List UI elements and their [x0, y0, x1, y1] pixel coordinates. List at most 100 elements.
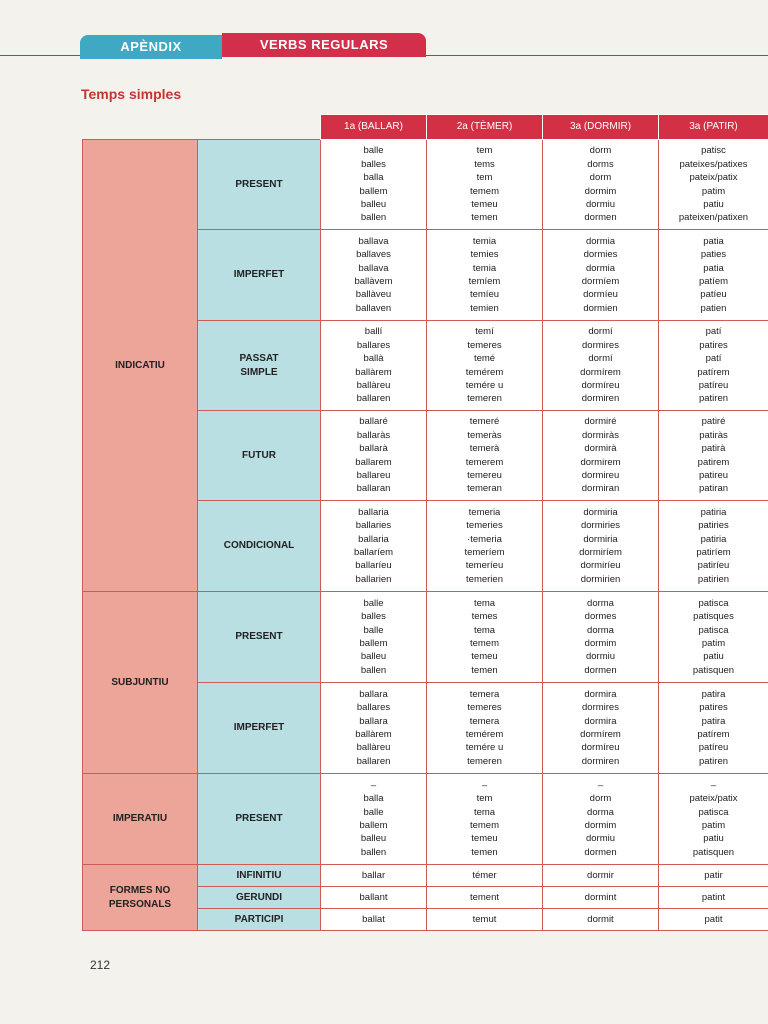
- form-line: pateixen/patixen: [678, 212, 749, 224]
- form-line: dormim: [584, 638, 617, 649]
- form-line: dormen: [584, 846, 617, 858]
- form-line: dormiren: [581, 755, 620, 767]
- form-line: dormiríeu: [580, 560, 621, 572]
- conjugation-cell: – dorm dorma dormim dormiu dormen: [542, 773, 659, 865]
- form-line: dorma: [587, 624, 614, 636]
- form-line: temen: [471, 212, 498, 224]
- form-line: dormirem: [580, 456, 621, 468]
- form-line: temeren: [467, 755, 502, 767]
- conjugation-cell: ballar: [320, 864, 427, 887]
- form-line: patia: [703, 262, 724, 274]
- form-line: pateix/patix: [689, 793, 738, 805]
- form-line: FORMES NO: [109, 885, 171, 897]
- conjugation-cell: ballara ballares ballara ballàrem ballàreu ba…: [320, 682, 427, 774]
- form-line: pateixes/patixes: [679, 158, 748, 170]
- form-line: dormia: [585, 235, 616, 247]
- conjugation-cell: temut: [426, 908, 543, 931]
- form-line: temem: [469, 638, 500, 649]
- form-line: tem: [476, 793, 493, 805]
- form-line: patiries: [698, 520, 729, 532]
- form-line: patirem: [697, 456, 730, 468]
- form-line: temére u: [465, 379, 504, 391]
- form-line: patiren: [698, 393, 729, 405]
- form-line: ballen: [360, 664, 387, 676]
- tab-appendix: APÈNDIX: [80, 35, 222, 59]
- form-line: dormien: [583, 302, 618, 314]
- form-line: patíeu: [700, 289, 727, 301]
- form-line: ballaria: [358, 506, 389, 518]
- conjugation-table: 1a (BALLAR) 2a (TÈMER) 3a (DORMIR) 3a (P…: [82, 114, 768, 931]
- form-line: ballen: [360, 846, 387, 858]
- section-title: Temps simples: [81, 86, 182, 102]
- form-line: ballaré: [359, 416, 388, 428]
- form-line: ballaren: [356, 393, 391, 405]
- form-line: –: [597, 779, 604, 791]
- form-line: tem: [476, 145, 493, 157]
- tab-verbs-regulars: VERBS REGULARS: [222, 33, 426, 57]
- table-row: INDICATIU PRESENT balle balles balla ballem…: [82, 139, 768, 592]
- form-line: dorm: [589, 172, 612, 184]
- conjugation-cell: dorma dormes dorma dormim dormiu dormen: [542, 591, 659, 683]
- form-line: temeries: [466, 520, 503, 532]
- form-line: balle: [363, 624, 384, 636]
- conjugation-cell: dormit: [542, 908, 659, 931]
- form-line: –: [370, 779, 377, 791]
- form-line: patiríem: [696, 547, 731, 558]
- form-line: ballara: [359, 688, 388, 700]
- conjugation-cell: temera temeres temera temérem temére u temere…: [426, 682, 543, 774]
- form-line: ballàvem: [354, 276, 393, 287]
- form-line: patíreu: [698, 742, 729, 754]
- form-line: ballem: [359, 820, 388, 831]
- form-line: temérem: [465, 729, 504, 740]
- form-line: patiu: [703, 833, 724, 845]
- form-line: dormira: [584, 688, 617, 700]
- table-row: IMPERATIU PRESENT – balla balle ballem balle…: [82, 773, 768, 865]
- form-line: patisc: [701, 145, 726, 157]
- form-line: temé: [473, 353, 496, 365]
- form-line: ballares: [356, 339, 391, 351]
- tense-label: IMPERFET: [197, 229, 321, 321]
- conjugation-cell: patisca patisques patisca patim patiu patisqu…: [658, 591, 768, 683]
- conjugation-cell: ballant: [320, 886, 427, 909]
- form-line: dormirà: [584, 443, 617, 455]
- form-line: –: [481, 779, 488, 791]
- form-line: dormiren: [581, 393, 620, 405]
- tense-label: CONDICIONAL: [197, 500, 321, 592]
- conjugation-cell: dormira dormires dormira dormírem dormíreu do…: [542, 682, 659, 774]
- blank-header-cell: [198, 115, 321, 140]
- form-line: dormiries: [580, 520, 621, 532]
- form-line: patirà: [701, 443, 726, 455]
- form-line: dormen: [584, 664, 617, 676]
- form-line: ballaves: [356, 249, 391, 261]
- form-line: patisquen: [692, 664, 735, 676]
- form-line: temen: [471, 846, 498, 858]
- form-line: dormiu: [585, 198, 616, 210]
- tense-label: PRESENT: [197, 773, 321, 865]
- form-line: dormirien: [580, 573, 621, 585]
- tense-label: INFINITIU: [197, 864, 321, 887]
- form-line: patia: [703, 235, 724, 247]
- conjugation-cell: ballat: [320, 908, 427, 931]
- form-line: dormí: [588, 326, 613, 338]
- form-line: temeràs: [467, 429, 502, 441]
- conjugation-cell: temeré temeràs temerà temerem temereu temeran: [426, 410, 543, 501]
- form-line: temerien: [466, 573, 503, 585]
- conjugation-cell: patir: [658, 864, 768, 887]
- conjugation-cell: patiria patiries patiria patiríem patiríeu pa…: [658, 500, 768, 592]
- form-line: patires: [699, 702, 728, 714]
- form-line: patí: [705, 353, 722, 365]
- form-line: dormia: [585, 262, 616, 274]
- form-line: patiria: [700, 533, 727, 545]
- form-line: dormiria: [583, 506, 618, 518]
- form-line: ballaven: [355, 302, 392, 314]
- conjugation-cell: – tem tema temem temeu temen: [426, 773, 543, 865]
- form-line: dorm: [589, 145, 612, 157]
- conjugation-cell: patisc pateixes/patixes pateix/patix patim p…: [658, 139, 768, 230]
- conjugation-cell: patit: [658, 908, 768, 931]
- form-line: dormiríem: [579, 547, 622, 558]
- conjugation-cell: patira patires patira patírem patíreu patiren: [658, 682, 768, 774]
- tense-label: PARTICIPI: [197, 908, 321, 931]
- form-line: ballarem: [355, 456, 392, 468]
- conjugation-cell: – pateix/patix patisca patim patiu patisquen: [658, 773, 768, 865]
- conjugation-cell: temeria temeries ·temeria temeríem temeríeu t…: [426, 500, 543, 592]
